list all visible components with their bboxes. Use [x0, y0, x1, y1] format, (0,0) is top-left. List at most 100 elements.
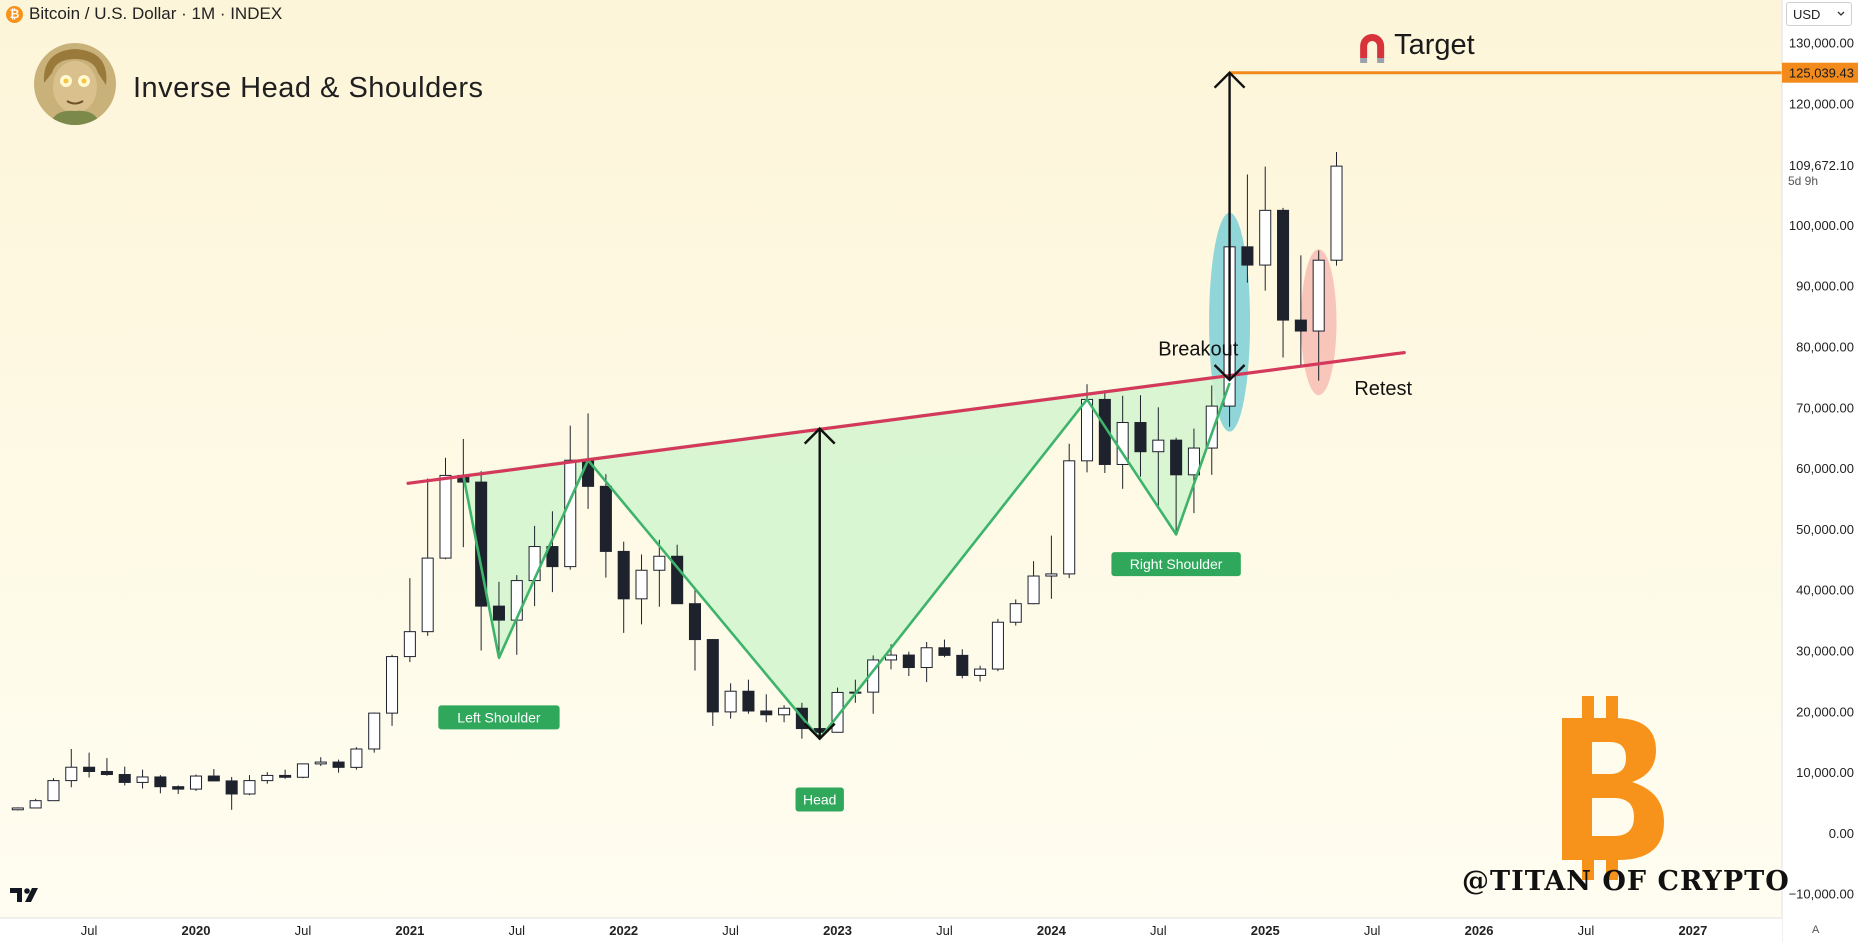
candle-body: [1045, 573, 1058, 577]
candle-body: [1134, 422, 1147, 453]
candle-body: [617, 550, 630, 600]
time-tick-label: 2021: [395, 923, 424, 938]
time-tick-label: Jul: [508, 923, 525, 938]
currency-value: USD: [1793, 6, 1821, 22]
price-tick-label: 20,000.00: [1796, 704, 1854, 719]
target-price-tag: [1782, 62, 1858, 83]
head-measure-arrow-head-top: [803, 426, 836, 445]
candle-body: [599, 485, 612, 552]
time-tick-label: 2023: [823, 923, 852, 938]
chevron-down-icon: [1837, 11, 1845, 16]
price-axis-panel: [1782, 0, 1858, 942]
annotation-retest: Retest: [1354, 378, 1412, 400]
candle-body: [991, 621, 1004, 670]
candle-body: [386, 656, 399, 714]
neckline: [406, 351, 1406, 485]
bitcoin-logo-icon: [1562, 696, 1664, 880]
candle-body: [671, 555, 684, 605]
candle-body: [546, 546, 559, 568]
candle-body: [956, 654, 969, 676]
candle-body: [29, 800, 42, 809]
price-tick-label: 90,000.00: [1796, 279, 1854, 294]
candle-body: [154, 776, 167, 788]
price-tick-label: 80,000.00: [1796, 340, 1854, 355]
candle-body: [1294, 319, 1307, 332]
candle-body: [760, 710, 773, 716]
time-tick-label: Jul: [295, 923, 312, 938]
candle-body: [118, 774, 131, 783]
price-tick-label: 120,000.00: [1789, 96, 1854, 111]
candle-body: [332, 761, 345, 768]
candle-body: [1205, 405, 1218, 449]
candle-body: [1241, 246, 1254, 266]
candle-body: [1063, 460, 1076, 575]
time-axis-panel: [0, 918, 1782, 942]
time-tick-label: 2020: [182, 923, 211, 938]
candle-body: [778, 707, 791, 716]
candle-body: [688, 603, 702, 641]
price-tick-label: 40,000.00: [1796, 583, 1854, 598]
candle-body: [1330, 165, 1343, 261]
candle-body: [314, 761, 327, 765]
author-avatar-icon: [34, 43, 116, 125]
candle-body: [884, 654, 898, 661]
head-measure-arrow-head-bottom: [803, 722, 836, 741]
target-price-label: 125,039.43: [1789, 66, 1854, 81]
price-tick-label: 130,000.00: [1789, 36, 1854, 51]
author-watermark: @TITAN OF CRYPTO: [1462, 866, 1790, 897]
tradingview-logo-icon[interactable]: [10, 886, 42, 909]
price-tick-label: 0.00: [1829, 826, 1854, 841]
candle-body: [564, 459, 577, 568]
auto-scale-button[interactable]: A: [1812, 924, 1820, 936]
time-tick-label: 2022: [609, 923, 638, 938]
candle-body: [742, 690, 755, 712]
annotation-breakout: Breakout: [1158, 339, 1238, 361]
candle-body: [1098, 398, 1111, 465]
candle-body: [635, 569, 648, 600]
candle-body: [368, 712, 381, 750]
candle-body: [279, 774, 292, 778]
symbol-text: Bitcoin / U.S. Dollar · 1M · INDEX: [29, 4, 283, 23]
candle-body: [296, 763, 309, 778]
price-tick-label: 100,000.00: [1789, 218, 1854, 233]
candle-body: [831, 691, 844, 733]
candle-body: [1312, 259, 1325, 332]
last-price-label: 109,672.10: [1789, 158, 1854, 173]
candle-body: [350, 748, 363, 768]
candle-body: [421, 557, 434, 633]
candle-body: [1170, 439, 1183, 476]
pattern-label-bg: [1111, 552, 1241, 577]
pattern-label: Right Shoulder: [1130, 556, 1223, 572]
candle-body: [83, 766, 96, 772]
countdown-label: 5d 9h: [1788, 174, 1818, 188]
candle-body: [1277, 209, 1290, 321]
candle-body: [724, 690, 737, 713]
price-tick-label: 70,000.00: [1796, 400, 1854, 415]
candle-body: [1080, 398, 1094, 462]
candle-body: [528, 546, 541, 582]
currency-selector[interactable]: USD: [1786, 2, 1852, 26]
candle-body: [974, 668, 987, 676]
bitcoin-icon: ₿: [6, 5, 23, 23]
time-tick-label: 2026: [1465, 923, 1494, 938]
time-tick-label: 2027: [1678, 923, 1707, 938]
symbol-header[interactable]: ₿ Bitcoin / U.S. Dollar · 1M · INDEX: [6, 4, 282, 24]
candle-body: [706, 639, 719, 713]
pattern-fill: [463, 373, 1230, 739]
candle-body: [207, 775, 220, 782]
price-tick-label: 50,000.00: [1796, 522, 1854, 537]
price-tick-label: 30,000.00: [1796, 644, 1854, 659]
candle-body: [653, 555, 666, 571]
target-label: Target: [1394, 29, 1475, 61]
candle-body: [136, 776, 149, 783]
candle-body: [492, 605, 505, 621]
candle-body: [1187, 447, 1200, 476]
candle-body: [100, 770, 113, 776]
time-tick-label: 2025: [1251, 923, 1280, 938]
pattern-label: Head: [803, 791, 836, 807]
candle-body: [1027, 575, 1040, 605]
pattern-label: Left Shoulder: [457, 709, 541, 725]
price-tick-label: 60,000.00: [1796, 461, 1854, 476]
